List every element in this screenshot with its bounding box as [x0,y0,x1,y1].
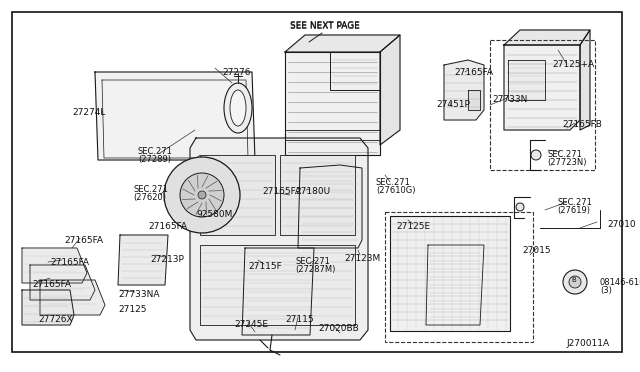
Circle shape [516,203,524,211]
Bar [280,155,355,235]
Text: 27165FA: 27165FA [32,280,71,289]
Text: 27125+A: 27125+A [552,60,594,69]
Text: SEC.271: SEC.271 [557,198,592,207]
Text: (3): (3) [600,286,612,295]
Text: 27165FA: 27165FA [454,68,493,77]
Bar [385,212,533,342]
Text: SEC.271: SEC.271 [133,185,168,194]
Bar [490,40,595,170]
Text: SEC.271: SEC.271 [138,147,173,156]
Ellipse shape [224,83,252,133]
Circle shape [180,173,224,217]
Text: 27180U: 27180U [295,187,330,196]
Text: B: B [571,277,576,283]
Text: (27610G): (27610G) [376,186,415,195]
Text: 27726X: 27726X [38,315,72,324]
Polygon shape [508,60,545,100]
Text: 27125: 27125 [118,305,147,314]
Text: 27165FB: 27165FB [562,120,602,129]
Text: 27213P: 27213P [150,255,184,264]
Text: 27274L: 27274L [72,108,106,117]
Polygon shape [298,165,362,248]
Text: SEC.271: SEC.271 [295,257,330,266]
Text: (27723N): (27723N) [547,158,586,167]
Polygon shape [504,45,580,130]
Circle shape [198,191,206,199]
Text: 27123M: 27123M [344,254,380,263]
Text: 27165FA: 27165FA [64,236,103,245]
Text: SEE NEXT PAGE: SEE NEXT PAGE [290,21,360,30]
Text: SEE NEXT PAGE: SEE NEXT PAGE [290,22,360,31]
Text: 27165FA: 27165FA [148,222,187,231]
Polygon shape [285,35,400,52]
Polygon shape [40,280,105,315]
Polygon shape [504,30,590,45]
Text: 08146-6162H: 08146-6162H [600,278,640,287]
Text: J270011A: J270011A [567,339,610,348]
Text: SEC.271: SEC.271 [547,150,582,159]
Polygon shape [30,265,95,300]
Polygon shape [426,245,484,325]
Circle shape [563,270,587,294]
Text: 27115F: 27115F [248,262,282,271]
Text: 27165FA: 27165FA [50,258,89,267]
Text: 27115: 27115 [285,315,314,324]
Circle shape [531,150,541,160]
Polygon shape [330,52,380,90]
Text: 27245E: 27245E [234,320,268,329]
Polygon shape [468,90,480,110]
Circle shape [569,276,581,288]
Text: 27125E: 27125E [396,222,430,231]
Polygon shape [118,235,168,285]
Text: 92580M: 92580M [196,210,232,219]
Ellipse shape [230,90,246,126]
Text: (27620): (27620) [133,193,166,202]
Text: 27451P: 27451P [436,100,470,109]
Polygon shape [242,248,314,335]
Text: 27010: 27010 [607,220,636,229]
Text: (27289): (27289) [138,155,171,164]
Polygon shape [22,248,87,283]
Bar [200,155,275,235]
Bar [200,245,355,325]
Circle shape [164,157,240,233]
Polygon shape [95,72,255,160]
Bar [390,216,510,331]
Polygon shape [380,35,400,145]
Text: SEC.271: SEC.271 [376,178,411,187]
Text: 27733NA: 27733NA [118,290,159,299]
Text: (27287M): (27287M) [295,265,335,274]
Polygon shape [190,138,368,340]
Text: 27165FA: 27165FA [262,187,301,196]
Text: 27733N: 27733N [492,95,527,104]
Polygon shape [444,60,484,120]
Text: 27276: 27276 [222,68,250,77]
Text: 27015: 27015 [522,246,550,255]
Polygon shape [285,52,380,155]
Polygon shape [22,290,74,325]
Text: 27020BB: 27020BB [318,324,359,333]
Polygon shape [580,30,590,130]
Text: (27619): (27619) [557,206,590,215]
